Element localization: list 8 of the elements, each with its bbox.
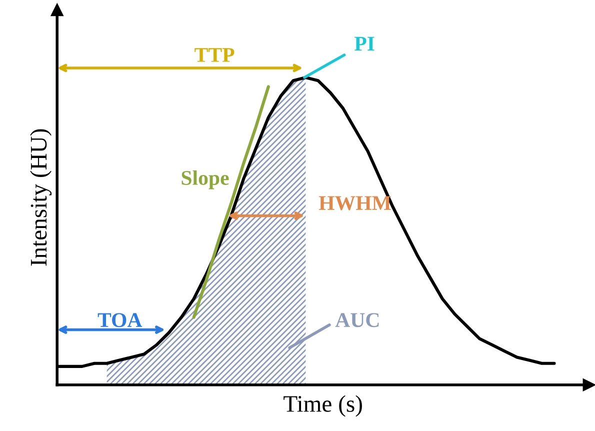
text: PI — [354, 36, 374, 51]
y-axis-title: Intensity (HU) — [30, 129, 52, 266]
text: TTP — [194, 48, 234, 62]
annotation: HWHM — [318, 196, 391, 210]
annotation: AUC — [335, 313, 379, 328]
x-axis-title: Time (s) — [284, 395, 362, 417]
annotation: TOA — [98, 313, 142, 328]
annotation: Slope — [182, 170, 229, 190]
